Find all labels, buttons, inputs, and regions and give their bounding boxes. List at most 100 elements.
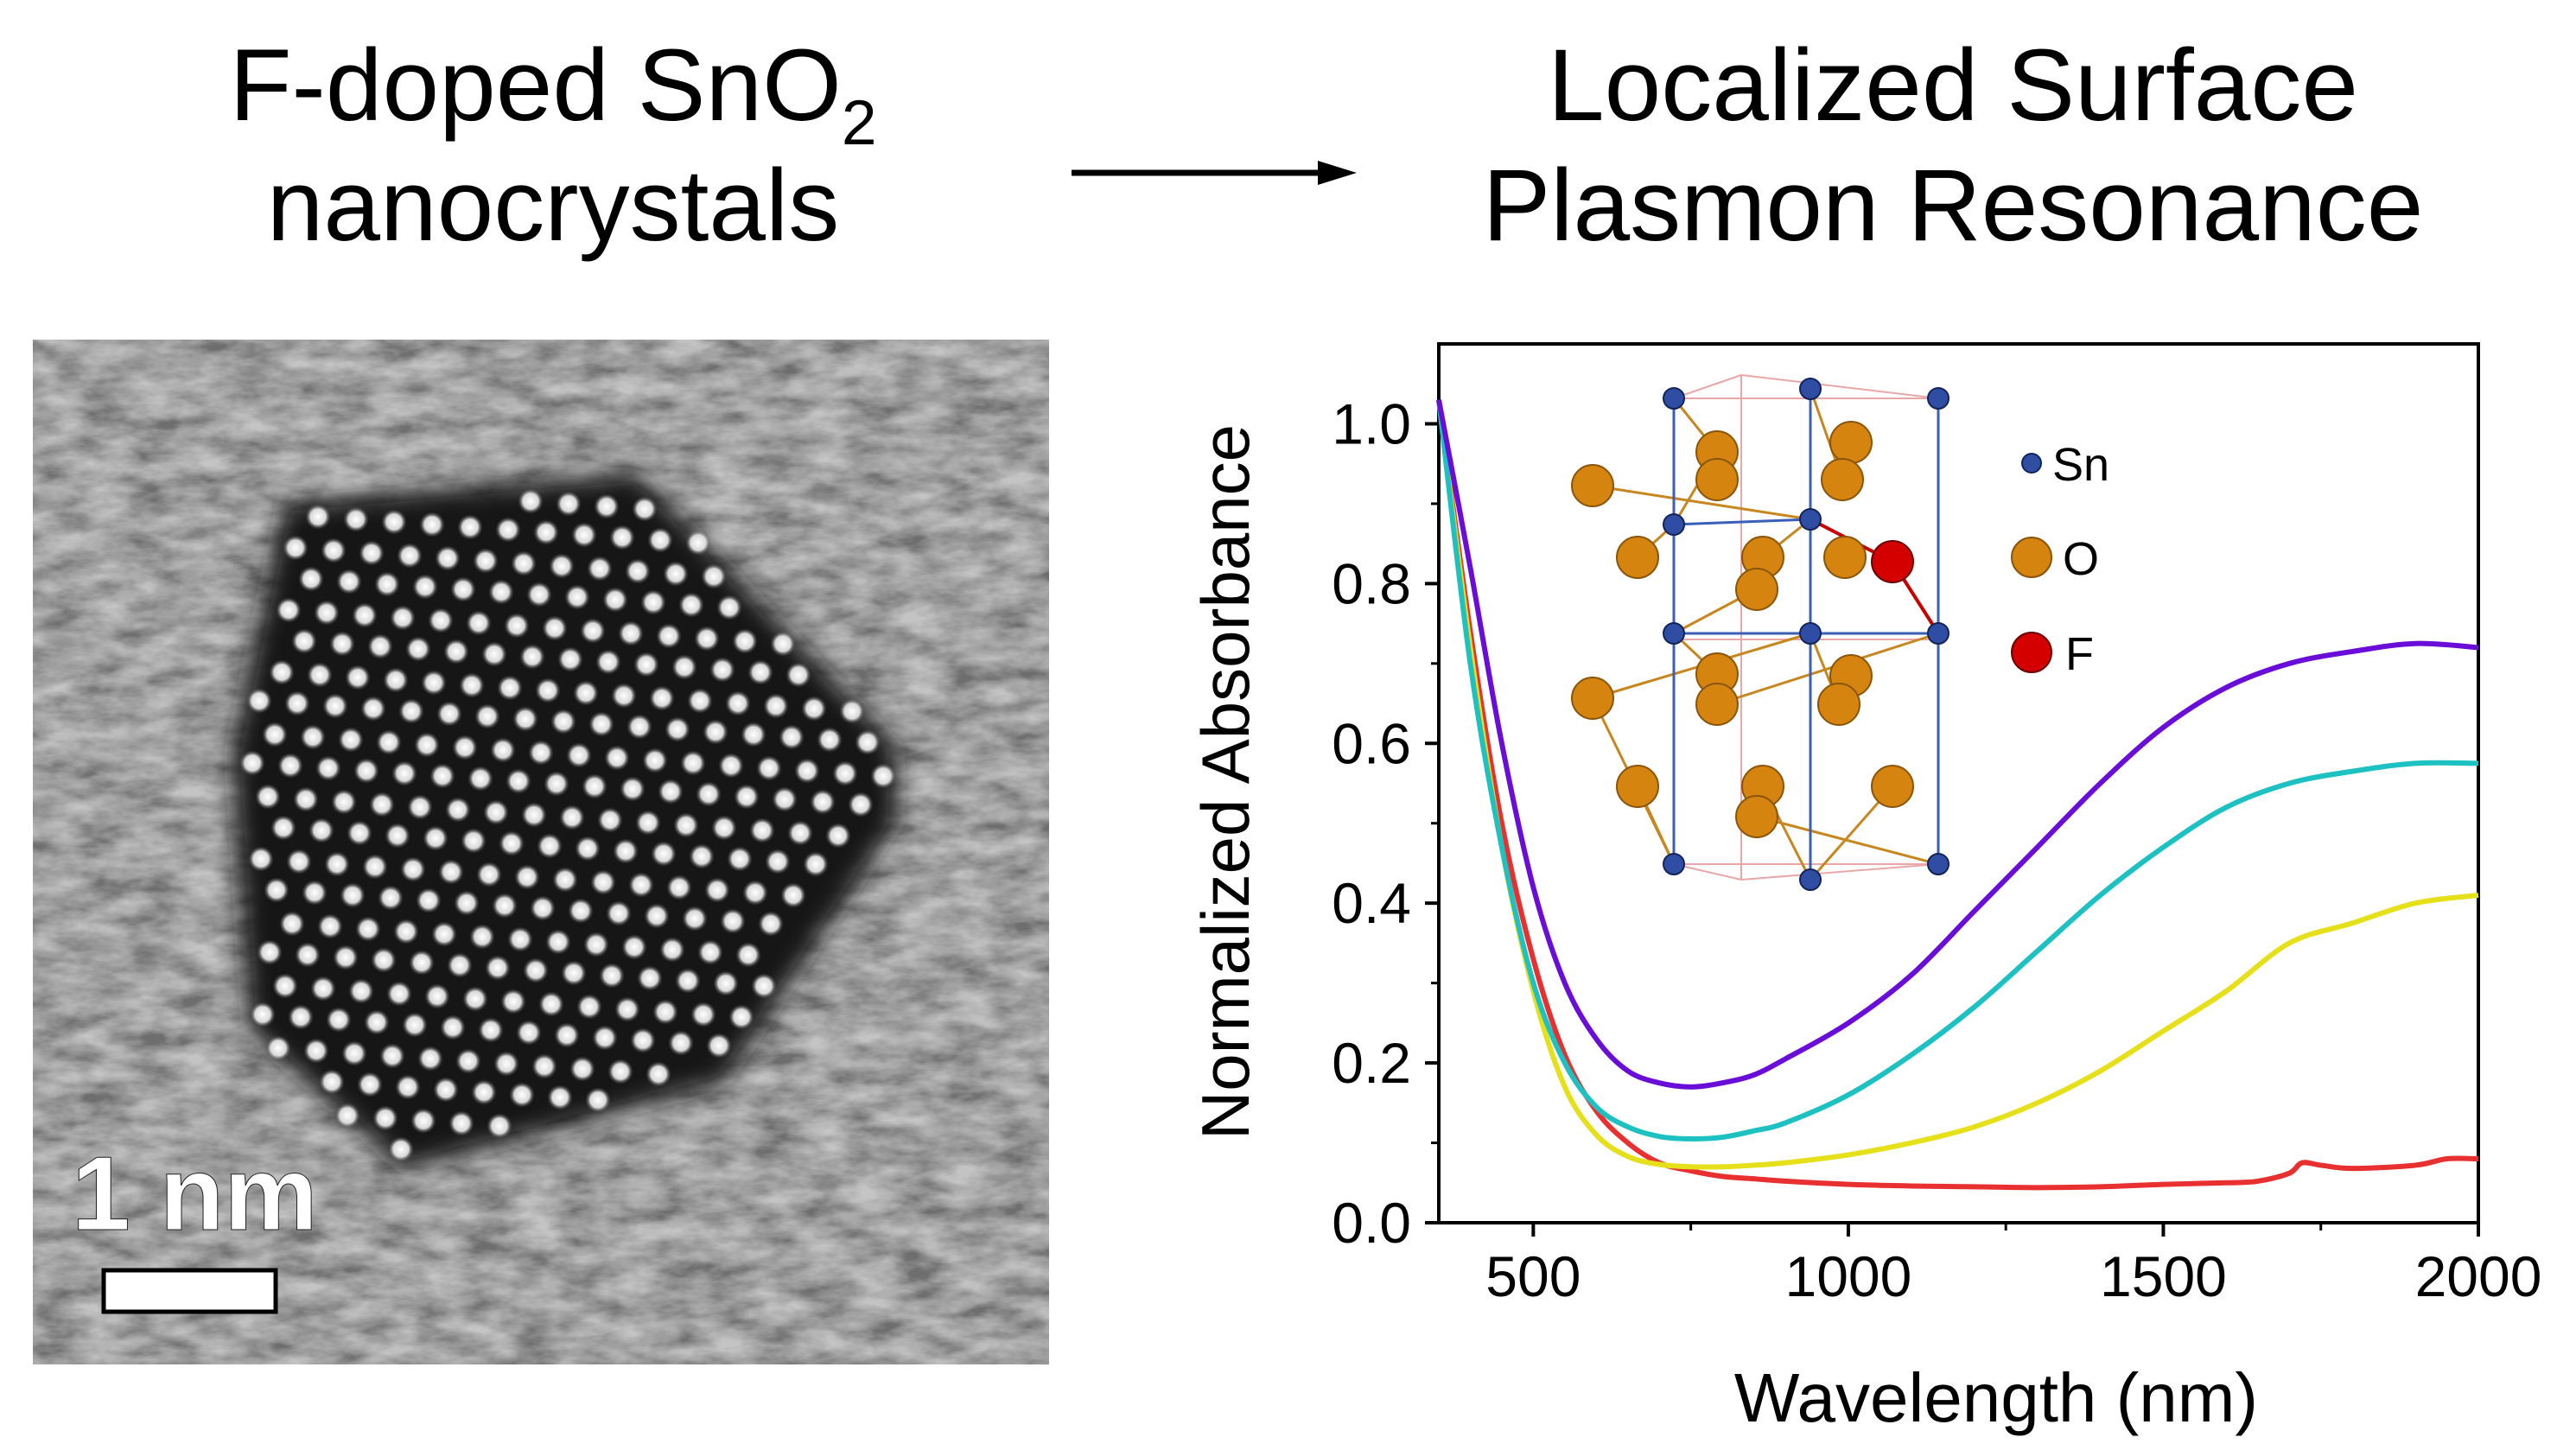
lattice-dot <box>507 926 533 952</box>
lattice-dot <box>606 900 632 926</box>
lattice-dot <box>530 895 556 921</box>
lattice-dot <box>734 784 760 810</box>
lattice-dot <box>588 711 614 737</box>
lattice-dot <box>409 950 435 976</box>
lattice-dot <box>352 602 378 628</box>
bond <box>1716 632 1939 706</box>
lattice-dot <box>518 488 544 514</box>
lattice-dot <box>659 937 685 963</box>
lattice-dot <box>599 963 625 989</box>
lattice-dot <box>704 877 730 903</box>
lattice-dot <box>644 903 670 929</box>
lattice-dot <box>416 887 442 913</box>
lattice-dot <box>848 792 874 817</box>
lattice-dot <box>561 960 587 986</box>
lattice-dot <box>385 823 410 849</box>
lattice-dot <box>395 1074 421 1100</box>
lattice-dot <box>405 636 431 662</box>
lattice-dot <box>787 820 813 846</box>
lattice-dot <box>324 851 350 877</box>
lattice-dot <box>765 849 791 874</box>
lattice-dot <box>682 906 708 932</box>
lattice-dot <box>713 970 739 996</box>
lattice-dot <box>832 760 858 786</box>
lattice-dot <box>450 576 476 602</box>
lattice-dot <box>545 929 571 955</box>
lattice-dot <box>663 561 689 587</box>
lattice-dot <box>647 527 673 553</box>
lattice-dot <box>630 1027 656 1053</box>
lattice-dot <box>552 867 578 893</box>
lattice-dot <box>412 574 438 600</box>
lattice-dot <box>571 522 597 548</box>
lattice-dot <box>592 1025 618 1051</box>
oxygen-atom <box>1571 464 1614 507</box>
lattice-dot <box>369 792 395 817</box>
x-tick-label: 1500 <box>2100 1244 2227 1308</box>
lattice-dot <box>649 685 675 711</box>
lattice-dot <box>516 1020 542 1046</box>
lattice-dot <box>651 841 677 867</box>
lattice-dot <box>443 639 469 665</box>
lattice-dot <box>277 753 303 779</box>
lattice-dot <box>386 981 412 1007</box>
lattice-dot <box>625 558 651 584</box>
lattice-dot <box>353 758 379 784</box>
oxygen-atom <box>1823 536 1867 579</box>
x-tick-label: 500 <box>1485 1244 1581 1308</box>
crystal-structure-inset <box>1571 374 1949 891</box>
lattice-dot <box>476 862 502 887</box>
x-axis-label: Wavelength (nm) <box>1734 1359 2258 1436</box>
oxygen-atom <box>1616 536 1659 579</box>
lattice-dot <box>276 597 302 623</box>
lattice-dot <box>709 657 735 683</box>
tin-atom <box>1927 622 1949 645</box>
lattice-dot <box>595 649 621 675</box>
lattice-dot <box>801 696 827 722</box>
lattice-dot <box>255 784 281 810</box>
lattice-dot <box>779 724 805 750</box>
lattice-dot <box>493 1051 519 1077</box>
tin-atom <box>1927 387 1949 410</box>
lattice-dot <box>512 706 538 732</box>
fluorine-atom <box>1871 540 1914 583</box>
lattice-dot <box>360 696 386 722</box>
lattice-dot <box>544 771 569 797</box>
lattice-dot <box>564 584 590 610</box>
oxygen-atom <box>1571 677 1614 720</box>
lattice-dot <box>348 978 374 1004</box>
lattice-dot <box>459 672 485 698</box>
lattice-dot <box>359 540 385 566</box>
lattice-dot <box>658 779 684 804</box>
lattice-dot <box>694 626 720 652</box>
lattice-dot <box>322 693 348 719</box>
lattice-dot <box>357 1072 383 1097</box>
lattice-dot <box>487 1113 512 1139</box>
lattice-dot <box>557 646 583 672</box>
lattice-dot <box>585 1087 611 1113</box>
tin-atom <box>1663 622 1685 645</box>
lattice-dot <box>817 727 843 753</box>
legend-sn-marker <box>2021 453 2042 474</box>
lattice-dot <box>295 942 321 968</box>
legend-o-label: O <box>2063 533 2099 585</box>
lattice-dot <box>279 911 305 937</box>
left-title-line1: F-doped SnO2 <box>229 29 877 158</box>
lattice-dot <box>523 957 549 983</box>
lattice-dot <box>329 631 355 657</box>
lattice-dot <box>794 758 820 784</box>
chart-series <box>1436 399 2479 1191</box>
lattice-dot <box>379 1043 405 1069</box>
lattice-dot <box>568 898 594 924</box>
lattice-dot <box>580 618 606 644</box>
lattice-dot <box>870 763 896 789</box>
lattice-dot <box>511 550 537 576</box>
lattice-dot <box>632 496 658 522</box>
lattice-dot <box>547 1084 573 1110</box>
lattice-dot <box>611 683 637 709</box>
lattice-dot <box>786 662 811 688</box>
lattice-dot <box>431 921 457 947</box>
oxygen-atom <box>1871 765 1914 808</box>
lattice-dot <box>597 807 623 833</box>
